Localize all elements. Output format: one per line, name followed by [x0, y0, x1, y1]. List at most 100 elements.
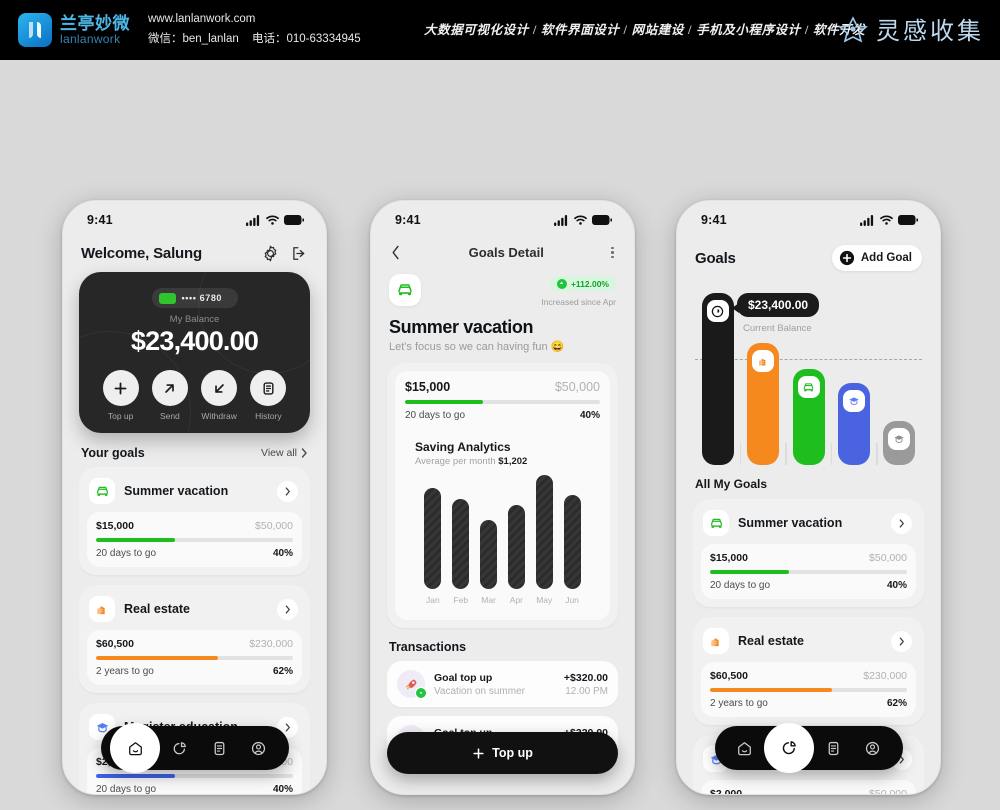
detail-header: Goals Detail [387, 233, 618, 268]
nav-item-profile[interactable] [858, 733, 888, 763]
chart-x-label: Jun [565, 595, 579, 605]
bottom-navigation [714, 726, 903, 770]
receipt-icon[interactable] [250, 370, 287, 406]
chart-column: Jun [558, 475, 586, 605]
goal-card-summer-vacation[interactable]: Summer vacation $15,000 $50,000 [79, 467, 310, 575]
more-vertical-icon[interactable] [611, 246, 614, 259]
progress-bar [710, 688, 907, 692]
goal-time-remaining: 20 days to go [405, 410, 466, 421]
goal-current-amount: $60,500 [96, 638, 134, 650]
chart-bar [480, 520, 498, 589]
phone1-screen: Welcome, Salung •••• 6780 [63, 233, 326, 794]
wifi-icon [574, 215, 587, 225]
chart-slot-real-estate[interactable] [740, 343, 787, 465]
chevron-right-icon[interactable] [277, 598, 298, 620]
service-item-1: 软件界面设计 [540, 23, 620, 37]
status-bar: 9:41 [63, 201, 326, 233]
chevron-right-icon [301, 448, 307, 458]
view-all-link[interactable]: View all [261, 447, 308, 459]
home-icon [737, 741, 751, 755]
chart-slot-current-balance[interactable] [695, 293, 742, 465]
goal-total-amount: $230,000 [249, 638, 293, 650]
chevron-right-icon[interactable] [891, 630, 912, 652]
analytics-title: Saving Analytics [415, 440, 511, 454]
top-up-button[interactable]: Top up [387, 732, 618, 774]
brand-name-cn: 兰亭妙微 [60, 13, 130, 33]
chart-tick [876, 443, 878, 465]
goal-time-remaining: 20 days to go [96, 548, 157, 559]
nav-item-transactions[interactable] [204, 733, 234, 763]
action-send[interactable]: Send [145, 370, 194, 421]
goals-list: Summer vacation $15,000 $50,000 [693, 499, 924, 794]
goal-card-summer-vacation[interactable]: Summer vacation $15,000 $50,000 [693, 499, 924, 607]
action-top-up[interactable]: Top up [96, 370, 145, 421]
battery-icon [592, 215, 612, 225]
chart-bar-other[interactable] [883, 421, 916, 465]
transaction-row[interactable]: Goal top up Vacation on summer +$320.00 … [387, 661, 618, 707]
chart-bar-real-estate[interactable] [747, 343, 780, 465]
page-title: Goals Detail [468, 245, 544, 260]
goal-current-amount: $15,000 [405, 380, 451, 394]
phone3-screen: Goals Add Goal [677, 233, 940, 794]
arrow-down-left-icon[interactable] [201, 370, 238, 406]
wifi-icon [266, 215, 279, 225]
nav-item-profile[interactable] [244, 733, 274, 763]
badge-percent: +112.00% [570, 278, 609, 289]
gear-icon[interactable] [262, 245, 279, 262]
action-withdraw[interactable]: Withdraw [195, 370, 244, 421]
nav-item-home[interactable] [729, 733, 759, 763]
nav-item-analytics[interactable] [768, 728, 809, 768]
chevron-right-icon[interactable] [277, 480, 298, 502]
chart-tick [739, 443, 742, 465]
chevron-left-icon[interactable] [391, 245, 401, 260]
progress-bar [96, 774, 293, 778]
progress-fill [96, 656, 219, 660]
car-icon [389, 274, 421, 306]
arrow-up-right-icon[interactable] [151, 370, 188, 406]
transaction-time: 12.00 PM [565, 685, 608, 697]
view-all-label: View all [261, 447, 297, 459]
progress-fill [96, 774, 175, 778]
goal-name: Summer vacation [124, 484, 229, 498]
chart-bar-current-balance[interactable] [701, 293, 734, 465]
chart-column: Jan [419, 475, 447, 605]
chart-column: Feb [447, 475, 475, 605]
goal-card-real-estate[interactable]: Real estate $60,500 $230,000 2 [79, 585, 310, 693]
chart-bar [452, 499, 470, 589]
chart-bar-magister-education[interactable] [837, 383, 870, 465]
chart-slot-other[interactable] [877, 421, 922, 465]
action-label: Top up [107, 411, 134, 421]
profile-icon [252, 741, 266, 755]
chart-bar-summer-vacation[interactable] [792, 369, 825, 465]
nav-item-home[interactable] [115, 728, 156, 768]
nav-item-transactions[interactable] [818, 733, 848, 763]
logout-icon[interactable] [291, 245, 308, 262]
threshold-dashed-line [695, 359, 922, 360]
chart-x-label: Feb [453, 595, 469, 605]
chart-slot-summer-vacation[interactable] [786, 369, 833, 465]
goal-time-remaining: 2 years to go [96, 666, 154, 677]
all-my-goals-title: All My Goals [695, 477, 768, 491]
page-title: Welcome, Salung [81, 245, 202, 262]
balance-tooltip-label: Current Balance [743, 323, 812, 334]
service-item-3: 手机及小程序设计 [696, 23, 801, 37]
goal-card-real-estate[interactable]: Real estate $60,500 $230,000 2 [693, 617, 924, 725]
goals-header: Goals Add Goal [693, 233, 924, 281]
action-history[interactable]: History [244, 370, 293, 421]
chevron-right-icon[interactable] [891, 512, 912, 534]
brand-contact-info: www.lanlanwork.com 微信：ben_lanlan 电话：010-… [148, 10, 371, 49]
plus-icon[interactable] [102, 370, 139, 406]
building-icon [703, 628, 729, 654]
goal-progress-card: $15,000 $50,000 20 days to go 40% Saving… [387, 363, 618, 628]
nav-item-analytics[interactable] [165, 733, 195, 763]
home-icon [128, 741, 142, 755]
chart-slot-magister-education[interactable] [831, 383, 878, 465]
card-chip-green-icon [158, 292, 176, 304]
add-goal-label: Add Goal [860, 252, 912, 264]
add-goal-button[interactable]: Add Goal [831, 245, 922, 271]
card-chip: •••• 6780 [151, 288, 238, 308]
action-label: History [255, 411, 282, 421]
phone-mockup-goal-detail: 9:41 Goals Detail [370, 200, 635, 795]
goal-current-amount: $60,500 [710, 670, 748, 682]
lanlanwork-logo-icon [18, 13, 52, 47]
